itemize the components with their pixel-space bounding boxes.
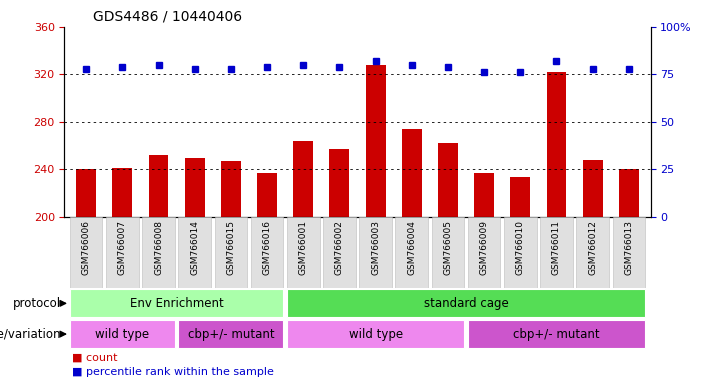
Bar [76,169,96,217]
Bar [619,169,639,217]
Bar [613,217,645,288]
Bar [221,161,241,217]
Bar [438,143,458,217]
Bar [293,141,313,217]
Bar [432,217,464,288]
Text: standard cage: standard cage [423,297,508,310]
Text: GSM766001: GSM766001 [299,220,308,275]
Text: GSM766015: GSM766015 [226,220,236,275]
Bar [540,217,573,288]
Text: protocol: protocol [13,297,61,310]
Text: GSM766009: GSM766009 [479,220,489,275]
Text: GSM766007: GSM766007 [118,220,127,275]
Text: ■ percentile rank within the sample: ■ percentile rank within the sample [72,367,273,377]
Text: GSM766008: GSM766008 [154,220,163,275]
Text: Env Enrichment: Env Enrichment [130,297,224,310]
Bar [468,217,501,288]
Bar [360,217,392,288]
Text: GDS4486 / 10440406: GDS4486 / 10440406 [93,9,242,23]
Bar [547,72,566,217]
Bar [179,320,283,348]
Text: GSM766003: GSM766003 [371,220,380,275]
Bar [185,157,205,217]
Bar [395,217,428,288]
Text: wild type: wild type [348,328,402,341]
Bar [287,289,645,318]
Bar [215,217,247,288]
Bar [251,217,283,288]
Bar [257,173,277,217]
Bar [583,160,603,217]
Bar [329,149,349,217]
Bar [70,289,283,318]
Bar [70,217,102,288]
Text: genotype/variation: genotype/variation [0,328,61,341]
Text: GSM766014: GSM766014 [190,220,199,275]
Text: GSM766005: GSM766005 [444,220,452,275]
Text: GSM766004: GSM766004 [407,220,416,275]
Bar [323,217,355,288]
Bar [402,129,422,217]
Bar [287,320,464,348]
Text: cbp+/- mutant: cbp+/- mutant [513,328,600,341]
Text: wild type: wild type [95,328,149,341]
Bar [149,155,168,217]
Bar [106,217,139,288]
Bar [142,217,175,288]
Text: GSM766002: GSM766002 [335,220,344,275]
Bar [510,177,530,217]
Bar [179,217,211,288]
Bar [576,217,609,288]
Bar [366,65,386,217]
Text: cbp+/- mutant: cbp+/- mutant [188,328,274,341]
Bar [504,217,536,288]
Text: GSM766016: GSM766016 [263,220,271,275]
Bar [468,320,645,348]
Bar [474,173,494,217]
Text: GSM766006: GSM766006 [82,220,90,275]
Text: GSM766012: GSM766012 [588,220,597,275]
Text: ■ count: ■ count [72,353,117,363]
Bar [112,168,132,217]
Bar [70,320,175,348]
Bar [287,217,320,288]
Text: GSM766010: GSM766010 [516,220,525,275]
Text: GSM766013: GSM766013 [625,220,633,275]
Text: GSM766011: GSM766011 [552,220,561,275]
